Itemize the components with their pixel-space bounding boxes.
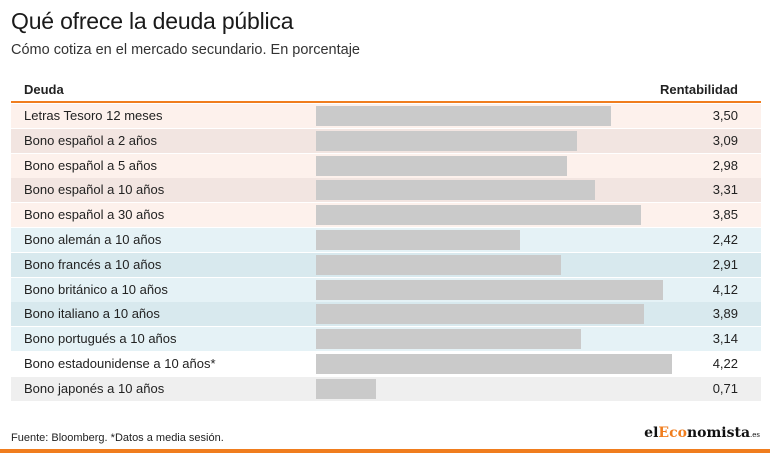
row-label: Bono italiano a 10 años [24, 306, 160, 322]
yield-bar [316, 304, 644, 325]
table-row: Bono alemán a 10 años 2,42 [11, 227, 761, 252]
logo-accent: Eco [658, 425, 687, 441]
bar-track [316, 205, 687, 226]
yield-bar [316, 180, 595, 201]
column-header-debt: Deuda [24, 82, 64, 97]
chart-subtitle: Cómo cotiza en el mercado secundario. En… [11, 42, 360, 58]
row-label: Bono español a 2 años [24, 132, 157, 148]
row-label: Bono español a 5 años [24, 157, 157, 173]
yield-bar [316, 279, 663, 300]
eleconomista-logo: elEconomista.es [644, 425, 760, 441]
table-row: Bono japonés a 10 años 0,71 [11, 376, 761, 401]
logo-tld: .es [750, 431, 760, 439]
yield-value: 2,91 [712, 256, 738, 272]
row-label: Bono español a 10 años [24, 182, 165, 198]
bar-track [316, 279, 687, 300]
bar-track [316, 106, 687, 126]
row-label: Bono francés a 10 años [24, 256, 162, 272]
yield-value: 3,31 [712, 182, 738, 198]
bar-track [316, 378, 687, 399]
bar-track [316, 329, 687, 350]
row-label: Bono estadounidense a 10 años* [24, 355, 216, 371]
yield-value: 2,42 [712, 231, 738, 247]
table-header: Deuda Rentabilidad [11, 77, 761, 103]
table-row: Bono español a 10 años 3,31 [11, 178, 761, 203]
yield-bar [316, 353, 672, 374]
table-row: Bono español a 30 años 3,85 [11, 203, 761, 228]
table-row: Bono español a 2 años 3,09 [11, 128, 761, 153]
row-label: Bono británico a 10 años [24, 281, 168, 297]
yield-value: 3,50 [712, 108, 738, 123]
yield-value: 2,98 [712, 157, 738, 173]
row-label: Bono español a 30 años [24, 207, 165, 223]
bar-track [316, 353, 687, 374]
yield-bar [316, 155, 567, 176]
table-rows: Letras Tesoro 12 meses 3,50 Bono español a… [11, 104, 761, 401]
yield-bar [316, 254, 561, 275]
yield-value: 3,14 [712, 331, 738, 347]
table-row: Bono estadounidense a 10 años* 4,22 [11, 351, 761, 376]
logo-suffix: nomista [686, 425, 751, 441]
column-header-yield: Rentabilidad [659, 82, 738, 97]
yield-bar [316, 329, 581, 350]
table-row: Bono español a 5 años 2,98 [11, 153, 761, 178]
table-row: Bono italiano a 10 años 3,89 [11, 302, 761, 327]
yield-bar [316, 106, 611, 126]
table-row: Letras Tesoro 12 meses 3,50 [11, 104, 761, 128]
yield-value: 4,12 [712, 281, 738, 297]
yield-value: 3,09 [712, 132, 738, 148]
row-label: Bono alemán a 10 años [24, 231, 162, 247]
bar-track [316, 155, 687, 176]
bar-track [316, 304, 687, 325]
source-note: Fuente: Bloomberg. *Datos a media sesión… [11, 432, 224, 444]
yield-value: 3,89 [712, 306, 738, 322]
bar-track [316, 130, 687, 151]
yield-bar [316, 229, 520, 250]
bottom-accent-rule [0, 449, 770, 453]
bar-track [316, 254, 687, 275]
yield-bar [316, 130, 577, 151]
yield-value: 3,85 [712, 207, 738, 223]
bar-track [316, 229, 687, 250]
yield-value: 4,22 [712, 355, 738, 371]
row-label: Bono japonés a 10 años [24, 380, 165, 396]
yield-bar [316, 378, 376, 399]
logo-prefix: el [644, 425, 659, 441]
table-row: Bono británico a 10 años 4,12 [11, 277, 761, 302]
row-label: Letras Tesoro 12 meses [24, 108, 163, 123]
table-row: Bono francés a 10 años 2,91 [11, 252, 761, 277]
yield-bar [316, 205, 641, 226]
row-label: Bono portugués a 10 años [24, 331, 177, 347]
table-row: Bono portugués a 10 años 3,14 [11, 327, 761, 352]
bar-track [316, 180, 687, 201]
chart-title: Qué ofrece la deuda pública [11, 8, 294, 34]
yield-value: 0,71 [712, 380, 738, 396]
bond-yield-table: Deuda Rentabilidad Letras Tesoro 12 mese… [11, 77, 761, 402]
